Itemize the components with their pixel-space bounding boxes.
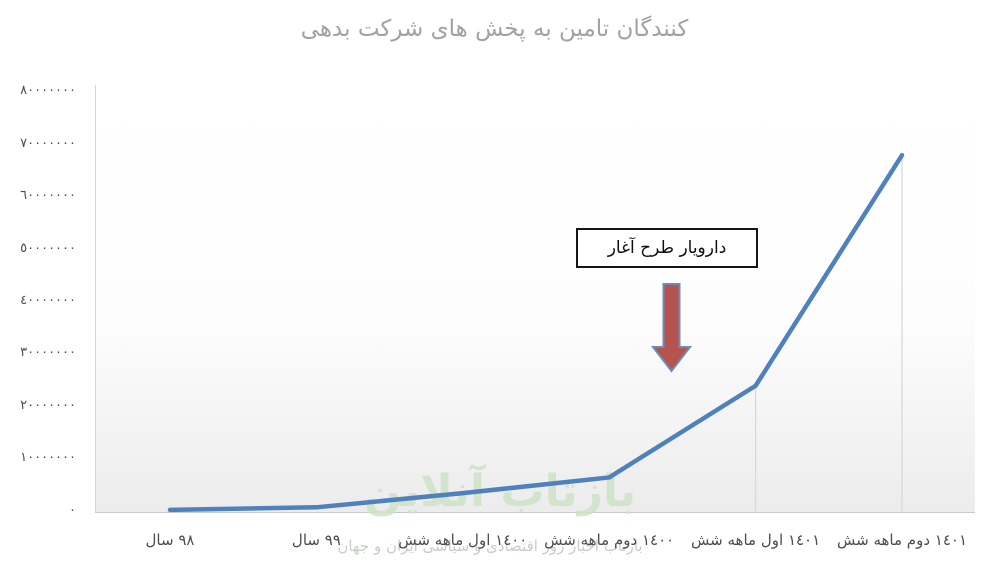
debt-line-series — [167, 152, 905, 513]
down-arrow-icon — [650, 283, 693, 373]
x-axis-label: شش‎ ماهه‎ دوم‎ ١٤٠٠ — [544, 531, 675, 549]
watermark-caption: بازتاب اخبار روز اقتصادی و سیاسی ایران و… — [337, 537, 643, 555]
y-axis-label: ٢٠٠٠٠٠٠٠ — [20, 397, 76, 413]
plot-background — [96, 85, 975, 512]
y-axis-label: ١٠٠٠٠٠٠٠ — [20, 450, 76, 466]
y-axis-line — [95, 85, 96, 512]
y-axis-label: ٧٠٠٠٠٠٠٠ — [20, 135, 76, 151]
y-axis-label: ٠ — [69, 502, 76, 518]
y-axis-label: ٥٠٠٠٠٠٠٠ — [20, 240, 76, 256]
y-axis-label: ٦٠٠٠٠٠٠٠ — [20, 188, 76, 204]
x-axis-label: شش‎ ماهه‎ اول‎ ١٤٠٠ — [398, 531, 528, 549]
x-axis-label: سال‎ ٩٨ — [145, 531, 195, 549]
y-axis-label: ٤٠٠٠٠٠٠٠ — [20, 292, 76, 308]
annotation-label: آغار‎ طرح‎ دارویار — [607, 238, 727, 258]
chart-title: بدهی‎ شرکت‎ های‎ پخش‎ به‎ تامین‎ کنندگان — [300, 16, 689, 42]
drop-lines — [754, 155, 903, 512]
x-axis-line — [95, 512, 975, 513]
watermark-logo: بازتاب آنلاین — [363, 466, 637, 517]
x-axis-label: سال‎ ٩٩ — [291, 531, 341, 549]
x-axis-label: شش‎ ماهه‎ اول‎ ١٤٠١ — [691, 531, 821, 549]
y-axis-label: ٨٠٠٠٠٠٠٠ — [20, 83, 76, 99]
x-axis-label: شش‎ ماهه‎ دوم‎ ١٤٠١ — [836, 531, 968, 549]
annotation-box: آغار‎ طرح‎ دارویار — [576, 228, 758, 268]
y-axis-label: ٣٠٠٠٠٠٠٠ — [20, 345, 76, 361]
